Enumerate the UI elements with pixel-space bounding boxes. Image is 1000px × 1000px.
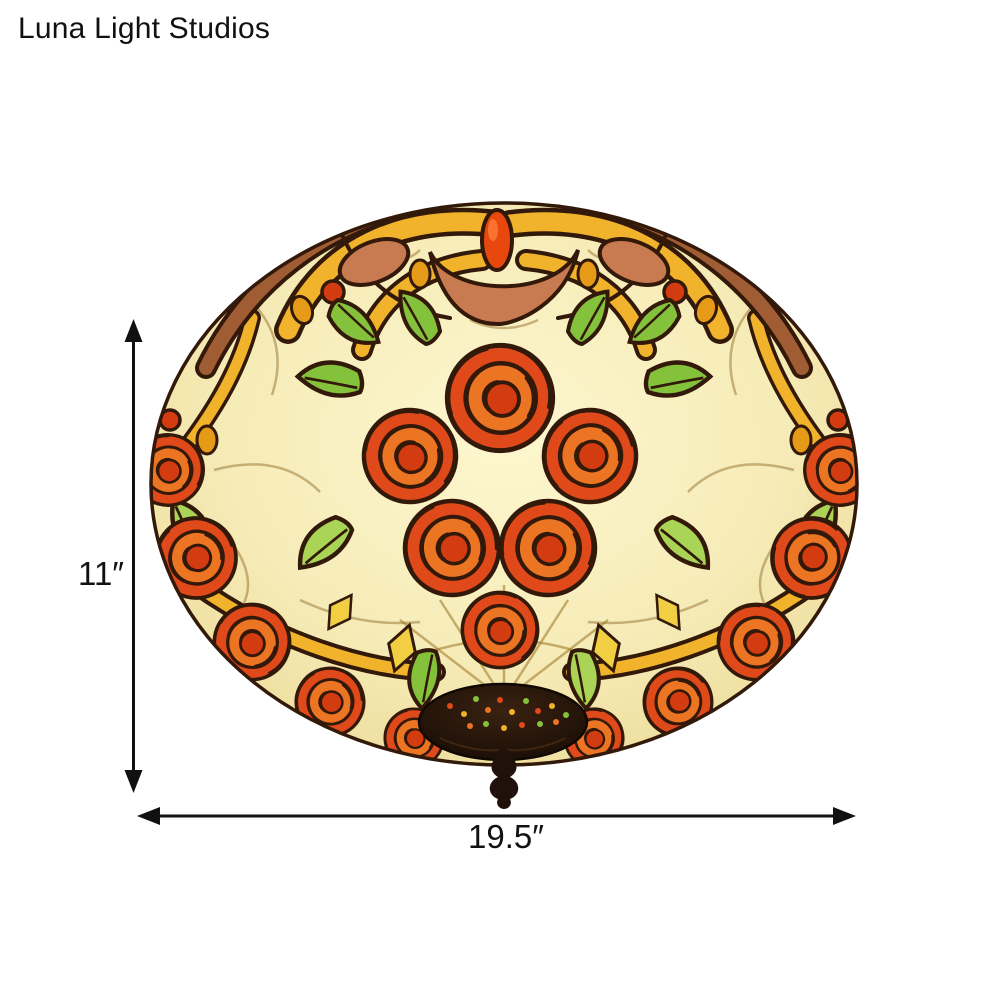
arrow-up-icon	[124, 319, 143, 342]
arrow-left-icon	[137, 807, 160, 825]
mounting-cap	[417, 682, 589, 762]
cap-light-speckles	[447, 696, 569, 731]
height-dimension-line	[124, 319, 143, 793]
brand-watermark: Luna Light Studios	[18, 12, 271, 45]
arrow-down-icon	[124, 770, 143, 793]
finial	[489, 750, 519, 809]
lamp-shade	[149, 201, 859, 767]
width-dimension-line	[137, 807, 856, 825]
arrow-right-icon	[833, 807, 856, 825]
width-dimension-label: 19.5″	[468, 818, 544, 855]
height-dimension-label: 11″	[78, 555, 124, 592]
